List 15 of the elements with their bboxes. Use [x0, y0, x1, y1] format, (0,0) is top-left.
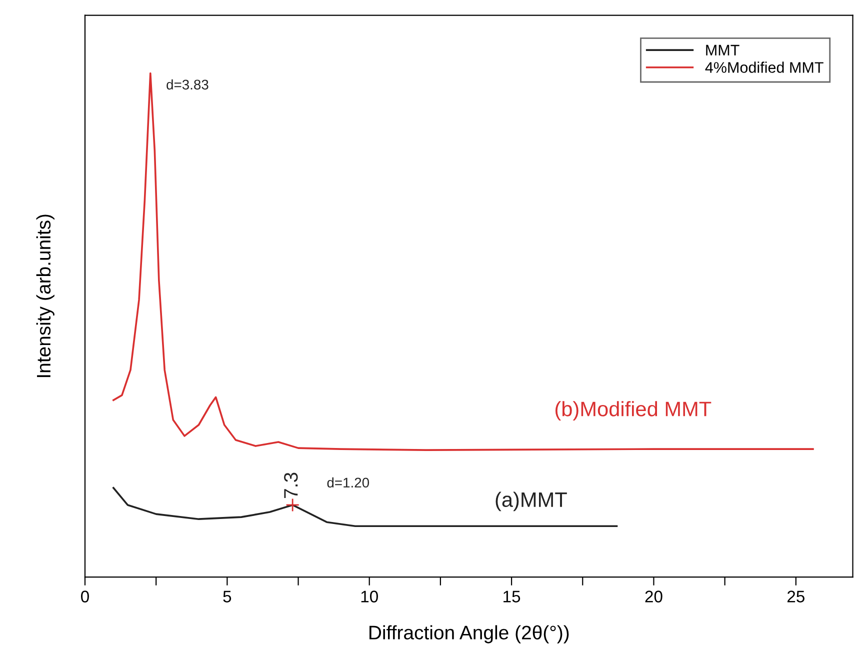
legend-label: 4%Modified MMT: [705, 62, 824, 73]
x-axis-title: Diffraction Angle (2θ(°)): [370, 625, 569, 644]
x-tick-label: 20: [645, 590, 662, 602]
x-tick-label: 0: [81, 590, 89, 602]
x-tick-label: 5: [223, 590, 232, 602]
x-tick-label: 10: [361, 590, 378, 602]
y-axis-title: Intensity (arb.units): [36, 214, 54, 378]
annotation: d=3.83: [166, 79, 208, 90]
x-tick-label: 15: [504, 590, 520, 602]
annotation: 7.3: [284, 472, 298, 498]
annotation: (a)MMT: [496, 492, 567, 512]
x-tick-label: 25: [787, 590, 804, 602]
legend-label: MMT: [706, 44, 740, 56]
annotation: (b)Modified MMT: [555, 401, 712, 420]
annotation: d=1.20: [327, 477, 370, 488]
